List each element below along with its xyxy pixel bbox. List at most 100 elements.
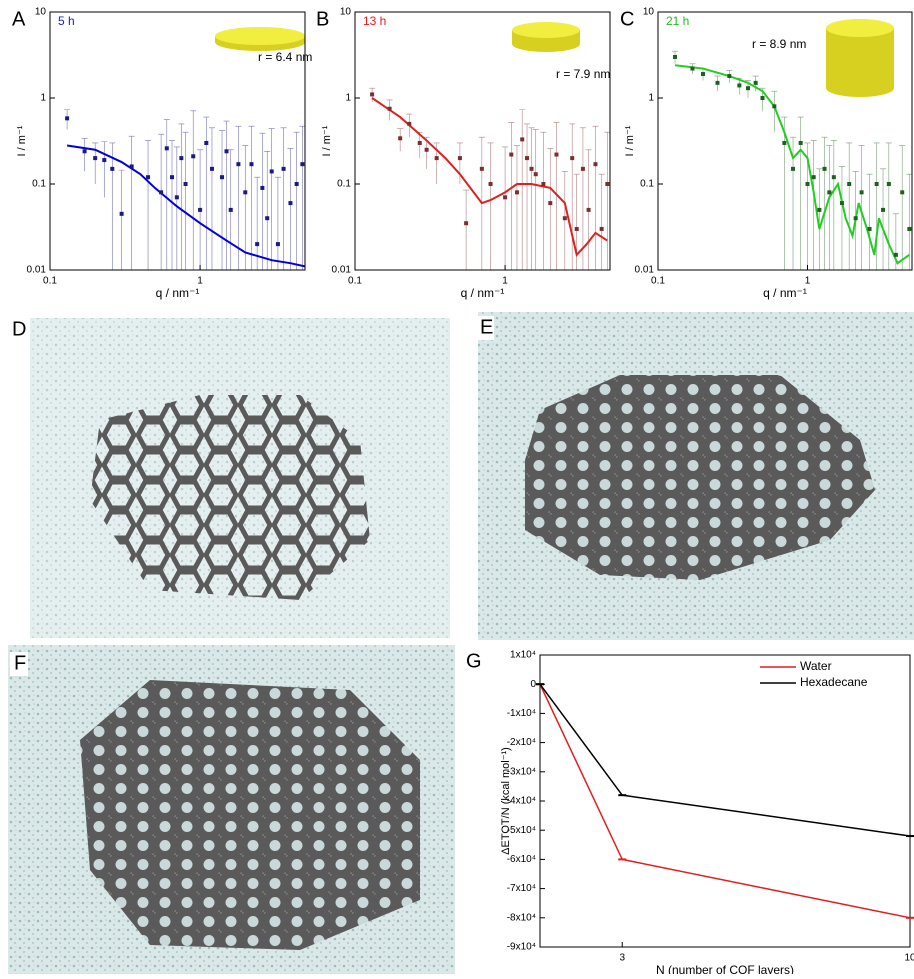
point [900, 190, 904, 194]
y-tick-label: 0.1 [337, 179, 351, 190]
error-bar [281, 128, 287, 280]
error-bar [287, 148, 293, 280]
point [83, 149, 87, 153]
point [525, 156, 529, 160]
point [418, 141, 422, 145]
point [847, 182, 851, 186]
error-bar [275, 177, 281, 280]
x-axis-label: q / nm⁻¹ [156, 286, 200, 300]
y-tick-label: 10 [35, 7, 47, 18]
point [534, 172, 538, 176]
point [832, 175, 836, 179]
point [827, 190, 831, 194]
point [515, 190, 519, 194]
y-tick-label: 0 [530, 679, 536, 690]
point [65, 116, 69, 120]
point [236, 162, 240, 166]
error-bar [826, 146, 832, 280]
x-tick-label: 1 [502, 276, 508, 287]
error-bar [101, 142, 107, 198]
y-tick-label: -8x10⁴ [507, 912, 536, 923]
y-axis-label: I / m⁻¹ [624, 125, 636, 156]
error-bar [529, 128, 535, 280]
y-tick-label: 1 [345, 93, 351, 104]
panel-label: B [316, 8, 329, 30]
error-bar [235, 126, 241, 280]
y-tick-label: -1x10⁴ [507, 708, 536, 719]
point [165, 146, 169, 150]
point [130, 164, 134, 168]
panel-label: A [12, 8, 26, 30]
panel-label: G [466, 650, 482, 672]
point [690, 67, 694, 71]
error-bar [254, 177, 260, 280]
error-bar [514, 146, 520, 280]
y-tick-label: 0.01 [27, 265, 47, 276]
error-bar [502, 147, 508, 280]
point [265, 216, 269, 220]
point [146, 175, 150, 179]
point [760, 96, 764, 100]
error-bar [219, 130, 225, 280]
point [541, 182, 545, 186]
point [93, 156, 97, 160]
error-bar [547, 148, 553, 280]
error-bar [197, 150, 203, 280]
series-line [540, 684, 910, 918]
radius-label: r = 7.9 nm [556, 67, 610, 81]
error-bar [524, 124, 530, 280]
point [806, 182, 810, 186]
x-axis-label: q / nm⁻¹ [763, 286, 807, 300]
point [593, 162, 597, 166]
point [791, 167, 795, 171]
point [110, 167, 114, 171]
x-axis-label: N (number of COF layers) [656, 963, 794, 974]
annotation: 13 h [363, 14, 386, 28]
error-bar [488, 143, 494, 280]
point [503, 195, 507, 199]
point [249, 162, 253, 166]
error-bar [145, 141, 151, 280]
point [198, 208, 202, 212]
point [191, 154, 195, 158]
error-bar [264, 151, 270, 280]
y-tick-label: 10 [340, 7, 352, 18]
point [701, 72, 705, 76]
y-tick-label: 1 [40, 93, 46, 104]
point [715, 81, 719, 85]
point [754, 81, 758, 85]
point [282, 167, 286, 171]
point [288, 201, 292, 205]
point [370, 92, 374, 96]
point [548, 201, 552, 205]
point [243, 190, 247, 194]
point [388, 107, 392, 111]
point [295, 182, 299, 186]
y-tick-label: -9x10⁴ [507, 942, 536, 953]
point [860, 190, 864, 194]
x-tick-label: 1 [805, 276, 811, 287]
y-tick-label: 0.01 [332, 265, 352, 276]
error-bar [874, 143, 880, 280]
error-bar [119, 170, 125, 280]
error-bar [540, 132, 546, 280]
error-bar [569, 124, 575, 280]
error-bar [831, 141, 837, 280]
point [587, 208, 591, 212]
point [530, 167, 534, 171]
error-bar [248, 126, 254, 280]
x-tick-label: 0.1 [43, 276, 57, 287]
point [255, 242, 259, 246]
error-bar [586, 150, 592, 280]
point [737, 83, 741, 87]
panel-label: D [12, 318, 26, 340]
point [887, 182, 891, 186]
point [605, 182, 609, 186]
error-bar [169, 141, 175, 280]
fit-line [67, 146, 305, 267]
point [875, 182, 879, 186]
error-bar [242, 146, 248, 280]
point [673, 55, 677, 59]
point [907, 227, 911, 231]
error-bar [886, 143, 892, 280]
